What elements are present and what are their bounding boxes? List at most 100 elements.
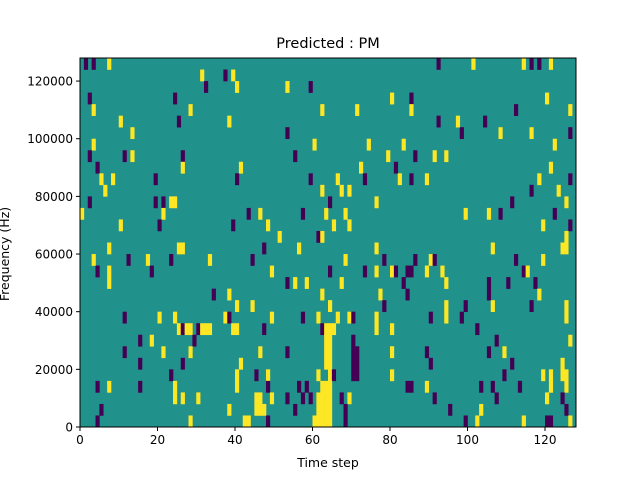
heatmap-cell [91, 58, 96, 70]
heatmap-cell [486, 288, 492, 301]
heatmap-cell [362, 173, 368, 186]
y-tick-label: 20000 [35, 363, 73, 377]
heatmap-cell [541, 219, 546, 232]
heatmap-cell [161, 196, 166, 209]
x-tick-label: 0 [76, 433, 84, 447]
heatmap-cell [393, 161, 399, 174]
heatmap-cell [351, 346, 356, 359]
heatmap-cell [173, 92, 178, 105]
y-tick-label: 60000 [35, 248, 73, 262]
heatmap-cell [320, 184, 325, 197]
heatmap-cell [324, 357, 329, 370]
heatmap-cell [173, 311, 178, 324]
heatmap-cell [328, 415, 333, 428]
heatmap-cell [176, 323, 182, 336]
heatmap-cell [196, 392, 201, 405]
heatmap-cell [328, 357, 333, 370]
heatmap-cell [180, 161, 185, 174]
heatmap-cell [351, 357, 356, 370]
heatmap-cell [529, 184, 534, 197]
heatmap-cell [130, 150, 135, 163]
heatmap-cell [176, 115, 182, 128]
heatmap-cell [266, 369, 271, 382]
heatmap-cell [138, 357, 143, 370]
heatmap-cell [95, 380, 100, 393]
heatmap-cell [246, 415, 251, 428]
heatmap-cell [362, 265, 368, 278]
heatmap-cell [316, 311, 321, 324]
heatmap-cell [227, 403, 232, 416]
heatmap-cell [176, 242, 182, 255]
heatmap-cell [285, 346, 290, 359]
heatmap-cell [188, 104, 193, 116]
heatmap-cell [335, 311, 340, 324]
heatmap-cell [157, 311, 162, 324]
heatmap-cell [250, 254, 255, 266]
x-tick-label: 80 [382, 433, 397, 447]
heatmap-cell [463, 207, 468, 220]
heatmap-cell [374, 265, 379, 278]
heatmap-cell [324, 392, 329, 405]
heatmap-cell [223, 69, 228, 82]
heatmap-cell [343, 415, 348, 428]
heatmap-cell [475, 323, 480, 336]
heatmap-cell [320, 380, 325, 393]
heatmap-cell [153, 173, 158, 186]
heatmap-cell [560, 242, 565, 255]
heatmap-plot-area [79, 57, 577, 428]
heatmap-cell [254, 403, 259, 416]
heatmap-cell [390, 92, 395, 105]
heatmap-cell [529, 58, 534, 70]
heatmap-cell [99, 173, 104, 186]
heatmap-cell [328, 323, 333, 336]
heatmap-cell [180, 323, 185, 336]
heatmap-cell [238, 161, 244, 174]
heatmap-cell [366, 138, 371, 151]
heatmap-cell [80, 207, 85, 220]
heatmap-cell [374, 323, 379, 336]
heatmap-cell [424, 380, 430, 393]
heatmap-cell [355, 104, 360, 116]
y-tick-label: 40000 [35, 305, 73, 319]
heatmap-cell [459, 127, 464, 140]
heatmap-cell [312, 138, 317, 151]
heatmap-cell [324, 380, 329, 393]
heatmap-cell [339, 277, 344, 289]
heatmap-cell [490, 300, 495, 312]
heatmap-cell [328, 334, 333, 347]
heatmap-cell [413, 254, 418, 266]
heatmap-cell [339, 392, 344, 405]
heatmap-cell [359, 161, 364, 174]
heatmap-cell [564, 311, 569, 324]
heatmap-cell [285, 277, 290, 289]
heatmap-cell [153, 196, 158, 209]
heatmap-cell [409, 92, 414, 105]
heatmap-cell [324, 415, 329, 428]
heatmap-cell [231, 219, 236, 232]
heatmap-cell [351, 334, 356, 347]
heatmap-cell [564, 242, 569, 255]
heatmap-cell [347, 219, 352, 232]
heatmap-cell [335, 173, 340, 186]
heatmap-cell [374, 242, 379, 255]
heatmap-cell [409, 265, 414, 278]
heatmap-cell [405, 288, 410, 301]
heatmap-cell [320, 403, 325, 416]
heatmap-cell [459, 311, 464, 324]
heatmap-cell [320, 392, 325, 405]
heatmap-cell [238, 357, 244, 370]
heatmap-cell [378, 288, 383, 301]
heatmap-cell [529, 300, 534, 312]
heatmap-cell [188, 346, 193, 359]
y-tick-label: 80000 [35, 190, 73, 204]
heatmap-cell [87, 196, 92, 209]
heatmap-cell [355, 346, 360, 359]
heatmap-cell [339, 184, 344, 197]
x-tick-label: 100 [456, 433, 479, 447]
heatmap-cell [196, 323, 201, 336]
heatmap-cell [343, 403, 348, 416]
heatmap-cell [401, 138, 406, 151]
heatmap-cell [269, 265, 275, 278]
heatmap-cell [521, 415, 526, 428]
